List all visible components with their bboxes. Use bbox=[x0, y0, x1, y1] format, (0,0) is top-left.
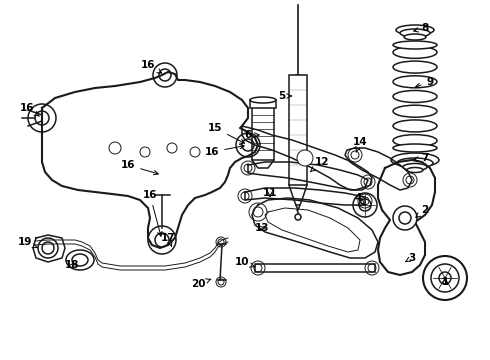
Text: 18: 18 bbox=[65, 260, 79, 270]
Text: 2: 2 bbox=[416, 205, 429, 217]
Ellipse shape bbox=[393, 46, 437, 58]
Text: 16: 16 bbox=[205, 144, 244, 157]
Ellipse shape bbox=[66, 250, 94, 270]
Circle shape bbox=[140, 147, 150, 157]
Text: 5: 5 bbox=[278, 91, 292, 101]
Circle shape bbox=[399, 212, 411, 224]
Circle shape bbox=[190, 147, 200, 157]
Text: 17: 17 bbox=[161, 233, 175, 246]
Bar bbox=[255, 264, 375, 272]
Text: 13: 13 bbox=[255, 223, 269, 233]
Text: 4: 4 bbox=[354, 193, 365, 204]
Circle shape bbox=[423, 256, 467, 300]
Text: 12: 12 bbox=[311, 157, 329, 172]
Text: 7: 7 bbox=[414, 153, 429, 163]
Text: 14: 14 bbox=[353, 137, 368, 152]
Ellipse shape bbox=[400, 29, 430, 37]
Polygon shape bbox=[33, 235, 65, 262]
Text: 15: 15 bbox=[208, 123, 245, 143]
Text: 3: 3 bbox=[406, 253, 416, 263]
Ellipse shape bbox=[393, 144, 437, 152]
Text: 8: 8 bbox=[414, 23, 429, 33]
Polygon shape bbox=[345, 148, 412, 190]
Text: 1: 1 bbox=[441, 277, 449, 287]
Ellipse shape bbox=[393, 90, 437, 103]
Bar bbox=[252, 105, 274, 160]
Polygon shape bbox=[248, 162, 368, 190]
Circle shape bbox=[109, 142, 121, 154]
Ellipse shape bbox=[403, 163, 427, 171]
Circle shape bbox=[167, 143, 177, 153]
Bar bbox=[289, 75, 307, 185]
Ellipse shape bbox=[407, 167, 423, 172]
Ellipse shape bbox=[72, 254, 88, 266]
Ellipse shape bbox=[391, 153, 439, 167]
Ellipse shape bbox=[393, 76, 437, 88]
Circle shape bbox=[439, 272, 451, 284]
Ellipse shape bbox=[396, 25, 434, 35]
Text: 16: 16 bbox=[20, 103, 39, 116]
Circle shape bbox=[431, 264, 459, 292]
Polygon shape bbox=[242, 126, 372, 190]
Text: 9: 9 bbox=[416, 77, 434, 87]
Bar bbox=[250, 100, 276, 108]
Circle shape bbox=[393, 206, 417, 230]
Ellipse shape bbox=[397, 158, 433, 168]
Ellipse shape bbox=[393, 105, 437, 117]
Ellipse shape bbox=[393, 41, 437, 49]
Ellipse shape bbox=[393, 120, 437, 132]
Circle shape bbox=[297, 150, 313, 166]
Text: 16: 16 bbox=[141, 60, 162, 73]
Polygon shape bbox=[252, 198, 378, 258]
Ellipse shape bbox=[393, 135, 437, 147]
Text: 6: 6 bbox=[245, 130, 259, 140]
Polygon shape bbox=[42, 72, 258, 248]
Text: 16: 16 bbox=[143, 190, 162, 236]
Text: 10: 10 bbox=[235, 257, 255, 267]
Ellipse shape bbox=[250, 97, 276, 103]
Polygon shape bbox=[378, 160, 435, 275]
Circle shape bbox=[295, 214, 301, 220]
Text: 20: 20 bbox=[191, 279, 211, 289]
Text: 11: 11 bbox=[263, 188, 277, 198]
Text: 16: 16 bbox=[121, 160, 158, 175]
Polygon shape bbox=[245, 188, 365, 205]
Ellipse shape bbox=[393, 61, 437, 73]
Text: 19: 19 bbox=[18, 237, 38, 248]
Ellipse shape bbox=[404, 34, 426, 40]
